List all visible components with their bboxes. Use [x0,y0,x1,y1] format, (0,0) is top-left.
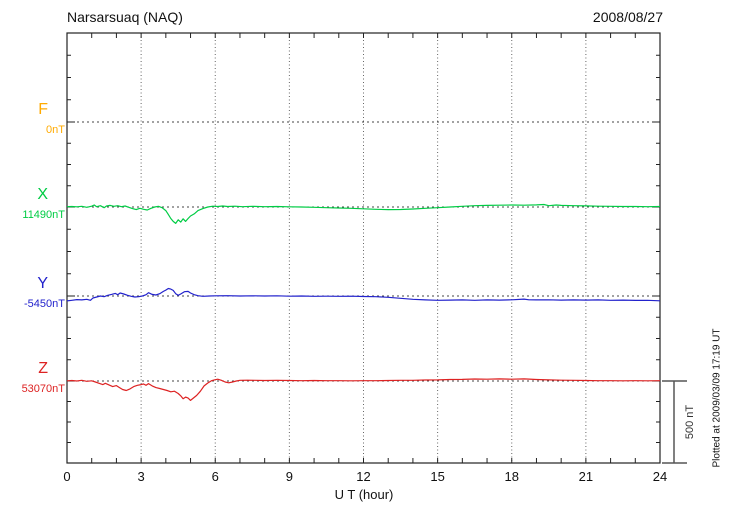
trace-z [66,378,661,401]
trace-x [66,203,661,224]
x-tick-label: 15 [430,469,445,484]
trace-y [66,287,661,302]
x-axis-title: U T (hour) [334,487,394,502]
trace-label-x: X [37,186,48,203]
plot-date: 2008/08/27 [592,9,663,25]
trace-label-f: F [38,101,48,118]
trace-baseline-value-y: -5450nT [24,298,65,310]
trace-baseline-value-z: 53070nT [21,383,65,395]
x-tick-label: 18 [504,469,519,484]
trace-baseline-value-x: 11490nT [22,209,65,221]
x-tick-label: 24 [652,469,668,484]
x-tick-label: 12 [356,469,371,484]
x-tick-label: 3 [137,469,145,484]
trace-label-z: Z [38,360,48,377]
trace-label-y: Y [37,275,48,292]
plotted-at-note: Plotted at 2009/03/09 17:19 UT [711,328,723,468]
x-tick-label: 6 [211,469,219,484]
x-tick-label: 0 [63,469,71,484]
x-tick-label: 9 [285,469,293,484]
plot-frame [66,32,661,464]
station-title: Narsarsuaq (NAQ) [67,9,183,25]
scalebar-label: 500 nT [684,404,696,440]
x-tick-label: 21 [578,469,594,484]
trace-baseline-value-f: 0nT [46,124,65,136]
